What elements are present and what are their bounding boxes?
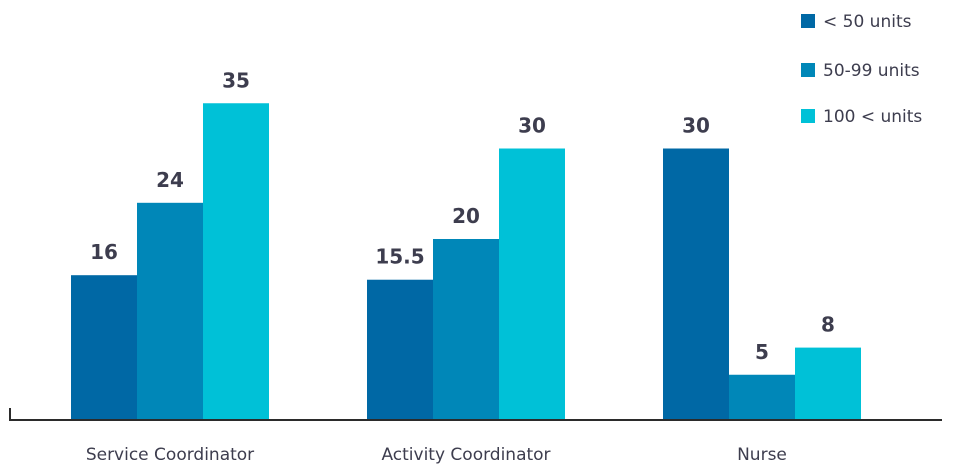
x-axis-line (9, 408, 942, 421)
bar-nurse-series-1 (663, 148, 729, 420)
bar-service-coordinator-series-1 (71, 275, 137, 420)
legend-swatch-series-1 (801, 14, 815, 28)
category-label-nurse: Nurse (737, 445, 787, 465)
data-label-nurse-series-3: 8 (821, 313, 835, 337)
legend-swatch-series-3 (801, 109, 815, 123)
bar-activity-coordinator-series-2 (433, 239, 499, 420)
legend-label-series-2: 50-99 units (823, 61, 920, 81)
category-label-activity-coordinator: Activity Coordinator (381, 445, 550, 465)
bar-nurse-series-3 (795, 347, 861, 420)
legend-label-series-3: 100 < units (823, 107, 922, 127)
legend-swatch-series-2 (801, 63, 815, 77)
data-label-nurse-series-1: 30 (682, 114, 710, 138)
data-labels-group: 16 24 35 15.5 20 30 30 5 8 (90, 68, 835, 364)
data-label-activity-coordinator-series-3: 30 (518, 114, 546, 138)
category-label-service-coordinator: Service Coordinator (86, 445, 254, 465)
category-labels-group: Service Coordinator Activity Coordinator N… (86, 445, 787, 465)
data-label-activity-coordinator-series-1: 15.5 (375, 245, 424, 269)
data-label-activity-coordinator-series-2: 20 (452, 204, 480, 228)
bar-service-coordinator-series-3 (203, 103, 269, 420)
data-label-service-coordinator-series-3: 35 (222, 68, 250, 92)
legend: < 50 units 50-99 units 100 < units (801, 12, 922, 127)
bar-nurse-series-2 (729, 374, 795, 420)
bar-service-coordinator-series-2 (137, 202, 203, 420)
data-label-service-coordinator-series-2: 24 (156, 168, 184, 192)
data-label-service-coordinator-series-1: 16 (90, 240, 118, 264)
bar-activity-coordinator-series-1 (367, 279, 433, 420)
legend-label-series-1: < 50 units (823, 12, 912, 32)
bar-activity-coordinator-series-3 (499, 148, 565, 420)
bars-group (71, 103, 861, 420)
data-label-nurse-series-2: 5 (755, 340, 769, 364)
